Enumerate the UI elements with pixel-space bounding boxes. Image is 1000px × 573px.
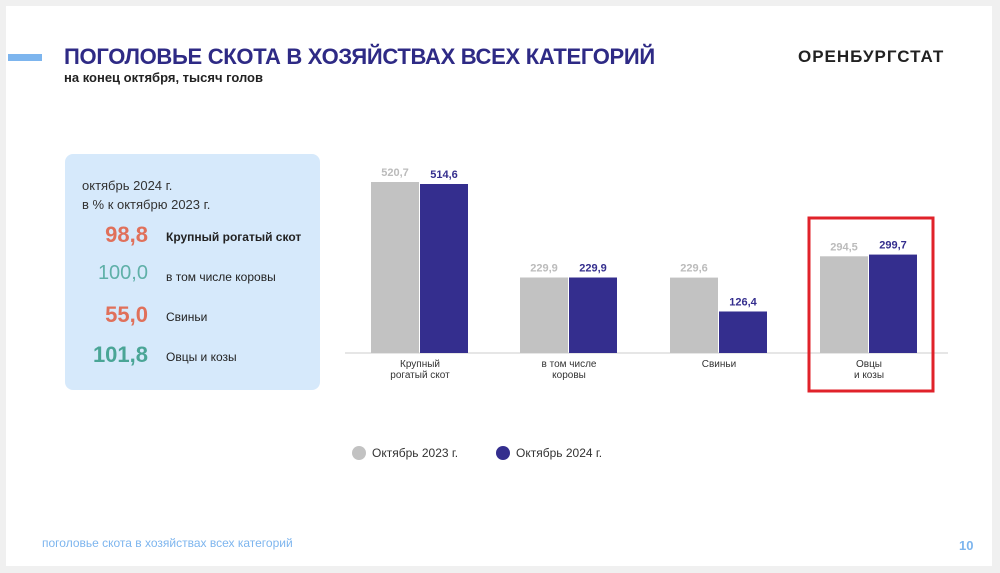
highlight-box — [807, 216, 935, 393]
panel-item: 101,8 Овцы и козы — [65, 342, 320, 372]
page-subtitle: на конец октября, тысяч голов — [64, 70, 263, 85]
category-label: Крупный — [400, 359, 440, 370]
legend-swatch — [496, 446, 510, 460]
bar — [520, 277, 568, 353]
panel-item-value: 100,0 — [97, 262, 148, 284]
legend-label: Октябрь 2023 г. — [372, 446, 459, 460]
panel-item-label: Свиньи — [166, 310, 208, 324]
category-label: рогатый скот — [390, 370, 450, 381]
bar — [371, 182, 419, 353]
footer-text: поголовье скота в хозяйствах всех катего… — [42, 536, 293, 550]
category-label: и козы — [854, 370, 884, 381]
data-label: 294,5 — [830, 241, 858, 253]
logo: ОРЕНБУРГСТАТ — [798, 47, 945, 66]
data-label: 229,6 — [680, 263, 708, 275]
data-label: 229,9 — [530, 262, 558, 274]
category-label: в том числе — [542, 359, 597, 370]
panel-item-value: 55,0 — [105, 302, 148, 327]
data-label: 229,9 — [579, 262, 607, 274]
page-title: ПОГОЛОВЬЕ СКОТА В ХОЗЯЙСТВАХ ВСЕХ КАТЕГО… — [64, 44, 655, 69]
bar — [820, 256, 868, 353]
panel-item: 100,0 в том числе коровы — [65, 262, 320, 292]
category-label: коровы — [552, 370, 586, 381]
data-label: 514,6 — [430, 169, 458, 181]
title-accent-bar — [8, 54, 42, 61]
category-label: Свиньи — [702, 359, 736, 370]
panel-item: 55,0 Свиньи — [65, 302, 320, 332]
data-label: 520,7 — [381, 167, 409, 179]
panel-item-label: в том числе коровы — [166, 270, 276, 284]
legend-item-2024: Октябрь 2024 г. — [496, 446, 602, 460]
panel-heading-1: октябрь 2024 г. — [82, 178, 173, 193]
legend-label: Октябрь 2024 г. — [516, 446, 603, 460]
panel-item-value: 101,8 — [92, 342, 148, 367]
legend-swatch — [352, 446, 366, 460]
bar — [569, 277, 617, 353]
category-label: Овцы — [856, 359, 882, 370]
bar — [719, 311, 767, 353]
data-label: 299,7 — [879, 240, 907, 252]
panel-item: 98,8 Крупный рогатый скот — [65, 222, 320, 252]
data-label: 126,4 — [729, 296, 757, 308]
bar — [670, 277, 718, 353]
panel-heading-2: в % к октябрю 2023 г. — [82, 197, 211, 212]
panel-item-value: 98,8 — [105, 222, 148, 247]
legend-item-2023: Октябрь 2023 г. — [352, 446, 458, 460]
panel-item-label: Овцы и козы — [166, 350, 237, 364]
page-number: 10 — [959, 538, 974, 553]
bar — [869, 254, 917, 353]
bar — [420, 184, 468, 353]
summary-panel: октябрь 2024 г. в % к октябрю 2023 г. 98,… — [65, 154, 320, 390]
panel-item-label: Крупный рогатый скот — [166, 230, 302, 244]
